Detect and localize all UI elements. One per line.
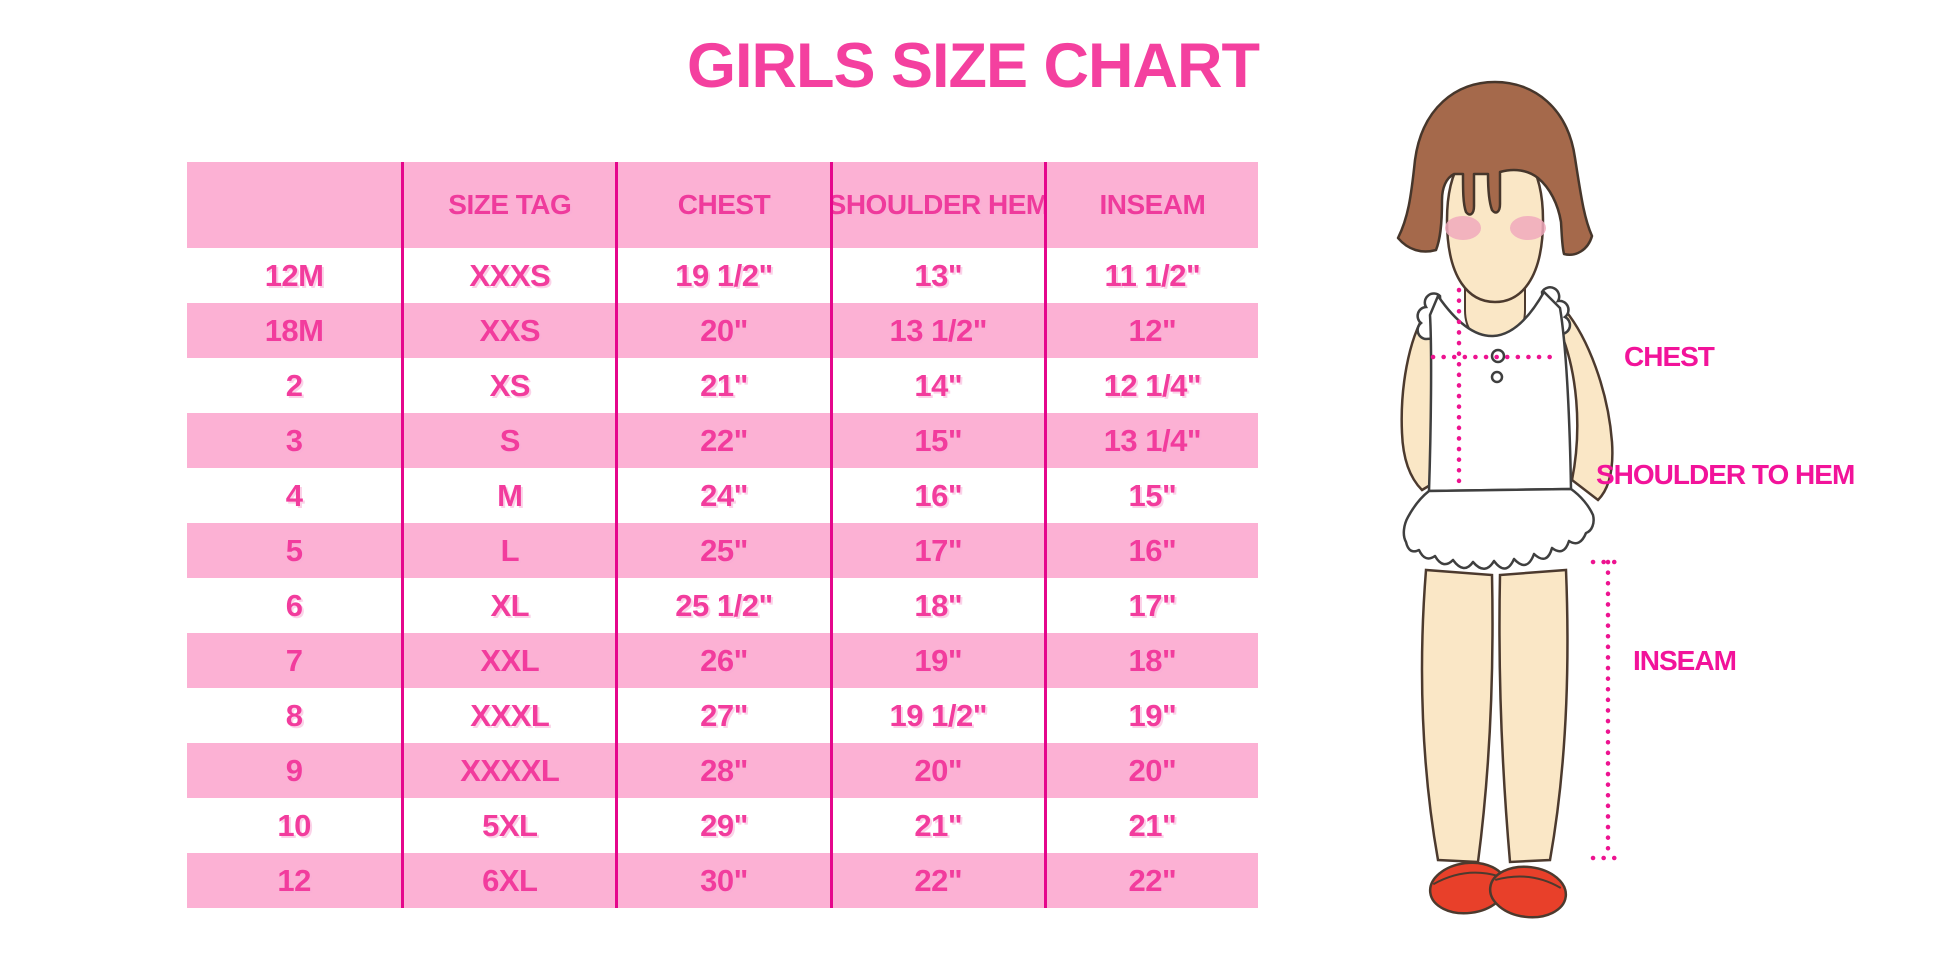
table-cell: 20" — [615, 303, 830, 358]
table-cell: 12M — [264, 257, 324, 293]
size-table: SIZE TAG CHEST SHOULDER HEM INSEAM 12M XXXS 19… — [187, 162, 1258, 908]
table-cell: 21" — [615, 358, 829, 413]
table-cell: 5XL — [401, 798, 615, 853]
table-cell: XXL — [401, 633, 616, 688]
table-cell: 13 1/2" — [829, 303, 1044, 358]
table-cell: 3 — [187, 413, 402, 468]
girl-leg-left — [1420, 568, 1494, 864]
table-cell: 18" — [1043, 633, 1258, 688]
table-header-cell: SHOULDER HEM — [829, 162, 1044, 248]
table-cell: 22" — [1043, 853, 1258, 908]
table-cell: 19" — [1043, 688, 1258, 743]
table-cell: 20" — [1043, 743, 1258, 798]
table-cell: 15" — [1043, 468, 1258, 523]
table-cell: 4 — [285, 477, 303, 513]
table-cell: 24" — [615, 468, 829, 523]
table-cell: XXS — [401, 303, 616, 358]
table-cell: 2 — [285, 367, 303, 403]
table-cell: 15" — [829, 413, 1044, 468]
girl-arm-right — [1556, 307, 1614, 502]
girl-leg-right — [1498, 568, 1569, 864]
table-header-cell: SIZE TAG — [401, 162, 616, 248]
table-header-cell — [187, 162, 402, 248]
table-cell: 10 — [277, 807, 311, 843]
table-cell: 13 1/4" — [1043, 413, 1258, 468]
table-cell: XS — [401, 358, 615, 413]
table-cell: 12 — [187, 853, 402, 908]
table-cell: 8 — [285, 697, 303, 733]
table-cell: 25 1/2" — [615, 578, 829, 633]
table-cell: 21" — [1043, 798, 1258, 853]
girl-hair — [1396, 80, 1594, 256]
table-cell: 30" — [615, 853, 830, 908]
table-cell: 12 1/4" — [1043, 358, 1258, 413]
girl-shoe-right — [1488, 865, 1568, 919]
table-cell: 29" — [615, 798, 829, 853]
table-cell: 11 1/2" — [1043, 248, 1258, 303]
table-header-cell: INSEAM — [1043, 162, 1258, 248]
table-cell: 13" — [829, 248, 1044, 303]
table-cell: 17" — [1043, 578, 1258, 633]
table-cell: XXXS — [401, 248, 615, 303]
girl-blush-left — [1445, 216, 1481, 240]
inseam-label: INSEAM — [1633, 645, 1737, 676]
table-cell: 27" — [615, 688, 829, 743]
table-cell: XXXL — [401, 688, 615, 743]
table-cell: 21" — [829, 798, 1044, 853]
table-cell: M — [401, 468, 615, 523]
table-cell: 17" — [829, 523, 1044, 578]
table-header-cell: CHEST — [615, 162, 830, 248]
table-cell: 18" — [829, 578, 1044, 633]
table-cell: 26" — [615, 633, 830, 688]
table-cell: L — [401, 523, 616, 578]
chest-label: CHEST — [1624, 341, 1715, 372]
table-cell: 12" — [1043, 303, 1258, 358]
table-cell: 5 — [187, 523, 402, 578]
table-cell: XXXXL — [401, 743, 616, 798]
table-cell: XL — [401, 578, 615, 633]
table-cell: 28" — [615, 743, 830, 798]
table-cell: 6 — [285, 587, 303, 623]
table-cell: 19" — [829, 633, 1044, 688]
table-cell: 7 — [187, 633, 402, 688]
girl-button-bottom — [1490, 370, 1504, 384]
girl-blush-right — [1510, 216, 1546, 240]
table-cell: 9 — [187, 743, 402, 798]
table-cell: 19 1/2" — [615, 248, 829, 303]
table-cell: 19 1/2" — [829, 688, 1044, 743]
girl-top — [1427, 290, 1573, 493]
page-title: GIRLS SIZE CHART — [686, 31, 1260, 101]
shoulder-to-hem-label: SHOULDER TO HEM — [1596, 459, 1855, 490]
girl-illustration — [1396, 80, 1621, 919]
table-cell: 22" — [829, 853, 1044, 908]
girl-skirt — [1402, 487, 1595, 570]
table-cell: 18M — [187, 303, 402, 358]
table-cell: 20" — [829, 743, 1044, 798]
table-cell: 16" — [829, 468, 1044, 523]
table-cell: 16" — [1043, 523, 1258, 578]
table-cell: 14" — [829, 358, 1044, 413]
table-cell: 6XL — [401, 853, 616, 908]
table-cell: 22" — [615, 413, 830, 468]
table-cell: S — [401, 413, 616, 468]
table-cell: 25" — [615, 523, 830, 578]
